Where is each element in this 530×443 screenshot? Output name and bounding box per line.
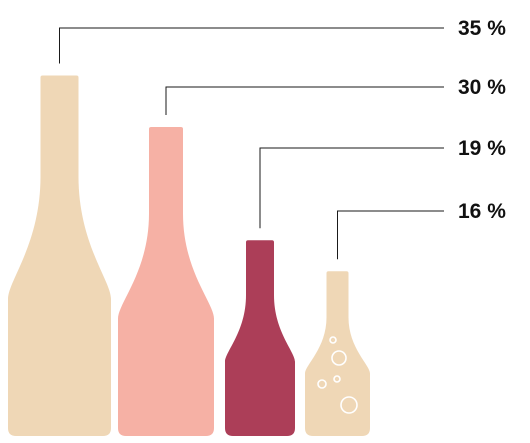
bubble-2 — [331, 350, 347, 366]
bubble-5 — [340, 396, 358, 414]
sparkling-bubbles — [317, 336, 358, 414]
value-labels: 35 % 30 % 19 % 16 % — [458, 17, 506, 223]
bottle-3 — [225, 240, 295, 436]
bubble-3 — [333, 375, 341, 383]
bottle-4 — [305, 271, 370, 436]
bottles-layer — [8, 75, 370, 436]
bubble-1 — [329, 336, 337, 344]
value-label-3: 19 % — [458, 137, 506, 160]
bottle-2 — [118, 127, 214, 436]
leader-lines — [59, 27, 444, 260]
value-label-1: 35 % — [458, 17, 506, 40]
leader-line-3 — [259, 147, 444, 229]
leader-line-1 — [59, 27, 444, 64]
leader-line-2 — [165, 86, 444, 115]
value-label-4: 16 % — [458, 200, 506, 223]
value-label-2: 30 % — [458, 76, 506, 99]
bottle-1 — [8, 75, 111, 436]
bubble-4 — [317, 379, 327, 389]
leader-line-4 — [337, 210, 444, 260]
